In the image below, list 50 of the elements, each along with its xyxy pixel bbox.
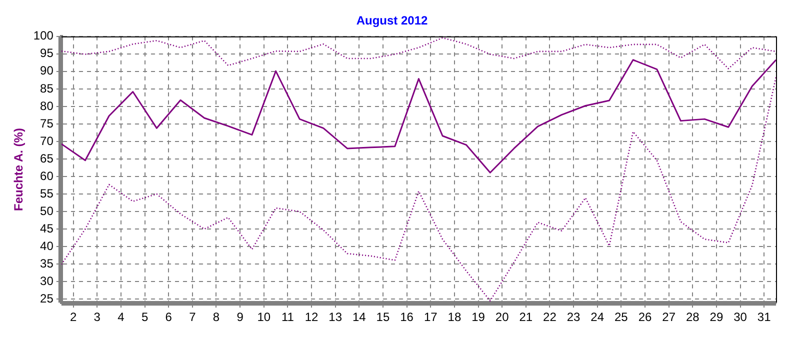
x-tick-label: 13 xyxy=(328,310,342,324)
y-tick-label: 75 xyxy=(40,116,54,130)
x-tick-label: 26 xyxy=(638,310,652,324)
x-tick-label: 21 xyxy=(519,310,533,324)
x-tick-label: 31 xyxy=(757,310,772,324)
x-tick-label: 27 xyxy=(662,310,676,324)
x-tick-label: 5 xyxy=(141,310,148,324)
y-tick-label: 80 xyxy=(40,98,54,113)
x-tick-label: 30 xyxy=(734,310,748,324)
x-tick-label: 3 xyxy=(94,310,101,324)
x-tick-label: 7 xyxy=(189,310,196,324)
x-tick-label: 4 xyxy=(118,310,125,324)
x-tick-label: 23 xyxy=(566,310,581,324)
y-tick-label: 95 xyxy=(40,46,54,60)
x-tick-label: 22 xyxy=(543,310,557,324)
x-tick-label: 2 xyxy=(70,310,77,324)
x-tick-label: 8 xyxy=(212,310,220,324)
x-tick-label: 17 xyxy=(424,310,438,324)
x-tick-label: 15 xyxy=(376,310,390,324)
x-tick-label: 16 xyxy=(400,310,414,324)
y-tick-label: 100 xyxy=(33,28,54,43)
x-tick-label: 14 xyxy=(352,310,366,324)
y-tick-label: 30 xyxy=(40,274,54,288)
x-tick-label: 20 xyxy=(495,310,510,324)
x-tick-label: 18 xyxy=(448,310,462,324)
line-series xyxy=(61,37,776,70)
x-tick-label: 19 xyxy=(472,310,486,324)
x-tick-label: 10 xyxy=(257,310,271,324)
y-tick-label: 25 xyxy=(40,291,54,306)
x-tick-label: 9 xyxy=(236,310,244,324)
y-axis-title: Feuchte A. (%) xyxy=(12,128,26,211)
x-tick-label: 25 xyxy=(614,310,628,324)
line-series xyxy=(61,76,776,302)
chart-title: August 2012 xyxy=(356,14,428,28)
x-tick-label: 28 xyxy=(686,310,700,324)
x-tick-label: 29 xyxy=(710,310,724,324)
y-tick-label: 85 xyxy=(40,81,54,96)
y-tick-label: 60 xyxy=(40,168,54,183)
x-tick-label: 6 xyxy=(165,310,172,324)
y-tick-label: 55 xyxy=(40,186,54,200)
y-tick-label: 50 xyxy=(40,204,54,218)
y-tick-label: 35 xyxy=(40,256,54,270)
x-tick-label: 24 xyxy=(590,310,604,324)
y-tick-label: 40 xyxy=(40,238,54,253)
y-tick-label: 90 xyxy=(40,64,54,78)
y-tick-label: 45 xyxy=(40,221,54,236)
x-tick-label: 11 xyxy=(281,310,294,324)
x-tick-label: 12 xyxy=(304,310,319,324)
y-tick-label: 65 xyxy=(40,151,54,166)
y-tick-label: 70 xyxy=(40,134,54,148)
